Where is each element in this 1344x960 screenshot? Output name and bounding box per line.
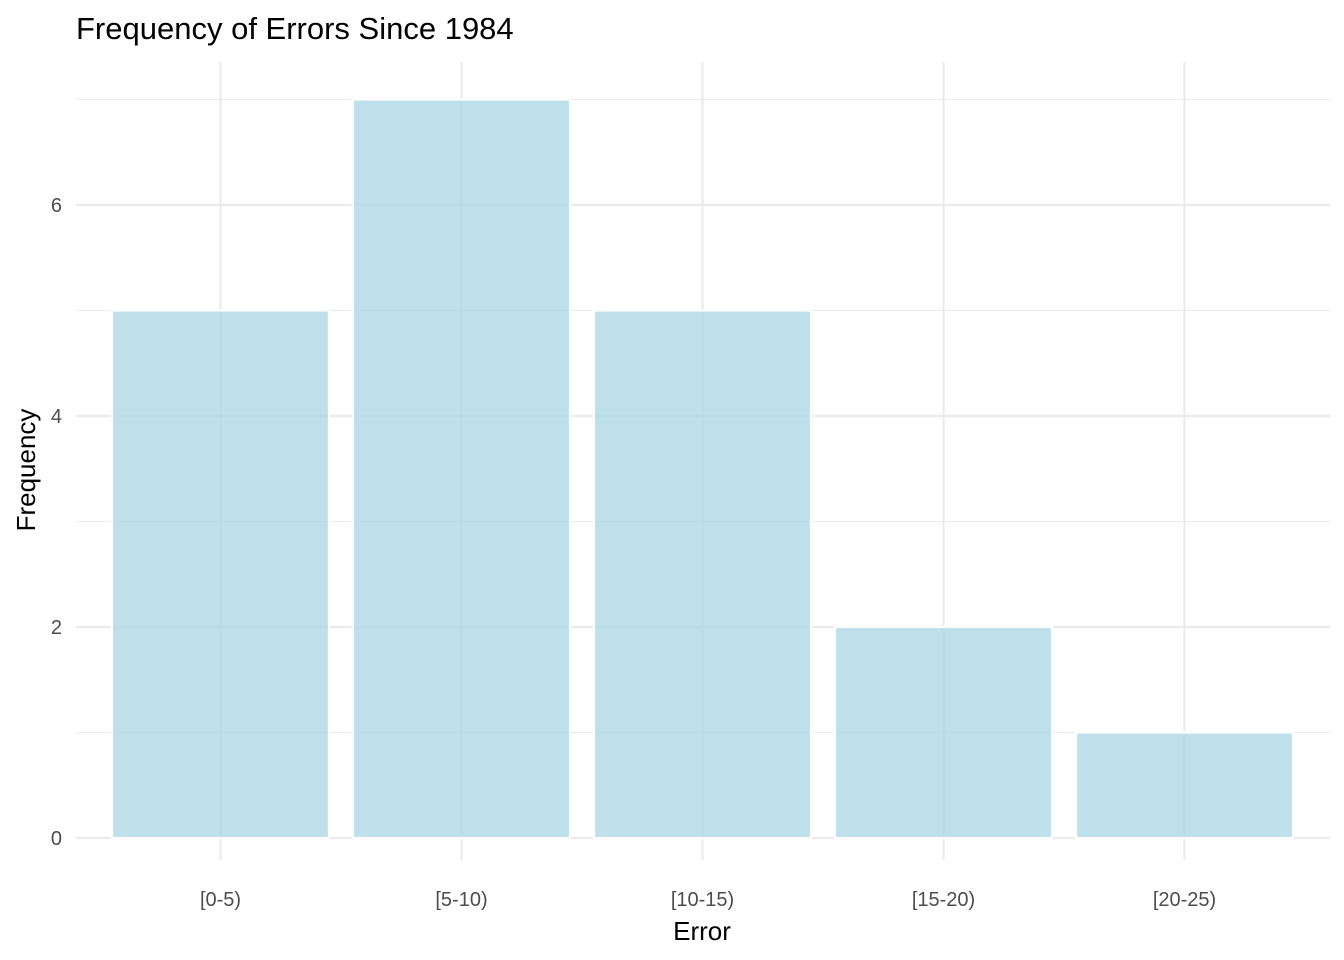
y-axis-ticks: 0 2 4 6 [51,195,62,850]
y-axis-title: Frequency [11,409,41,532]
x-tick-label: [0-5) [200,889,241,911]
bar [110,309,331,840]
y-tick-label: 4 [51,406,62,428]
y-tick-label: 2 [51,617,62,639]
bar [833,625,1054,840]
x-tick-label: [15-20) [912,889,975,911]
bar [1074,731,1295,840]
bar [592,309,813,840]
y-tick-label: 0 [51,828,62,850]
chart-title: Frequency of Errors Since 1984 [76,11,514,46]
x-tick-label: [20-25) [1153,889,1216,911]
y-tick-label: 6 [51,195,62,217]
x-tick-label: [5-10) [435,889,487,911]
x-tick-label: [10-15) [671,889,734,911]
bars [110,98,1295,840]
bar [351,98,572,840]
x-axis-ticks: [0-5) [5-10) [10-15) [15-20) [20-25) [200,889,1216,911]
x-axis-title: Error [673,916,731,946]
